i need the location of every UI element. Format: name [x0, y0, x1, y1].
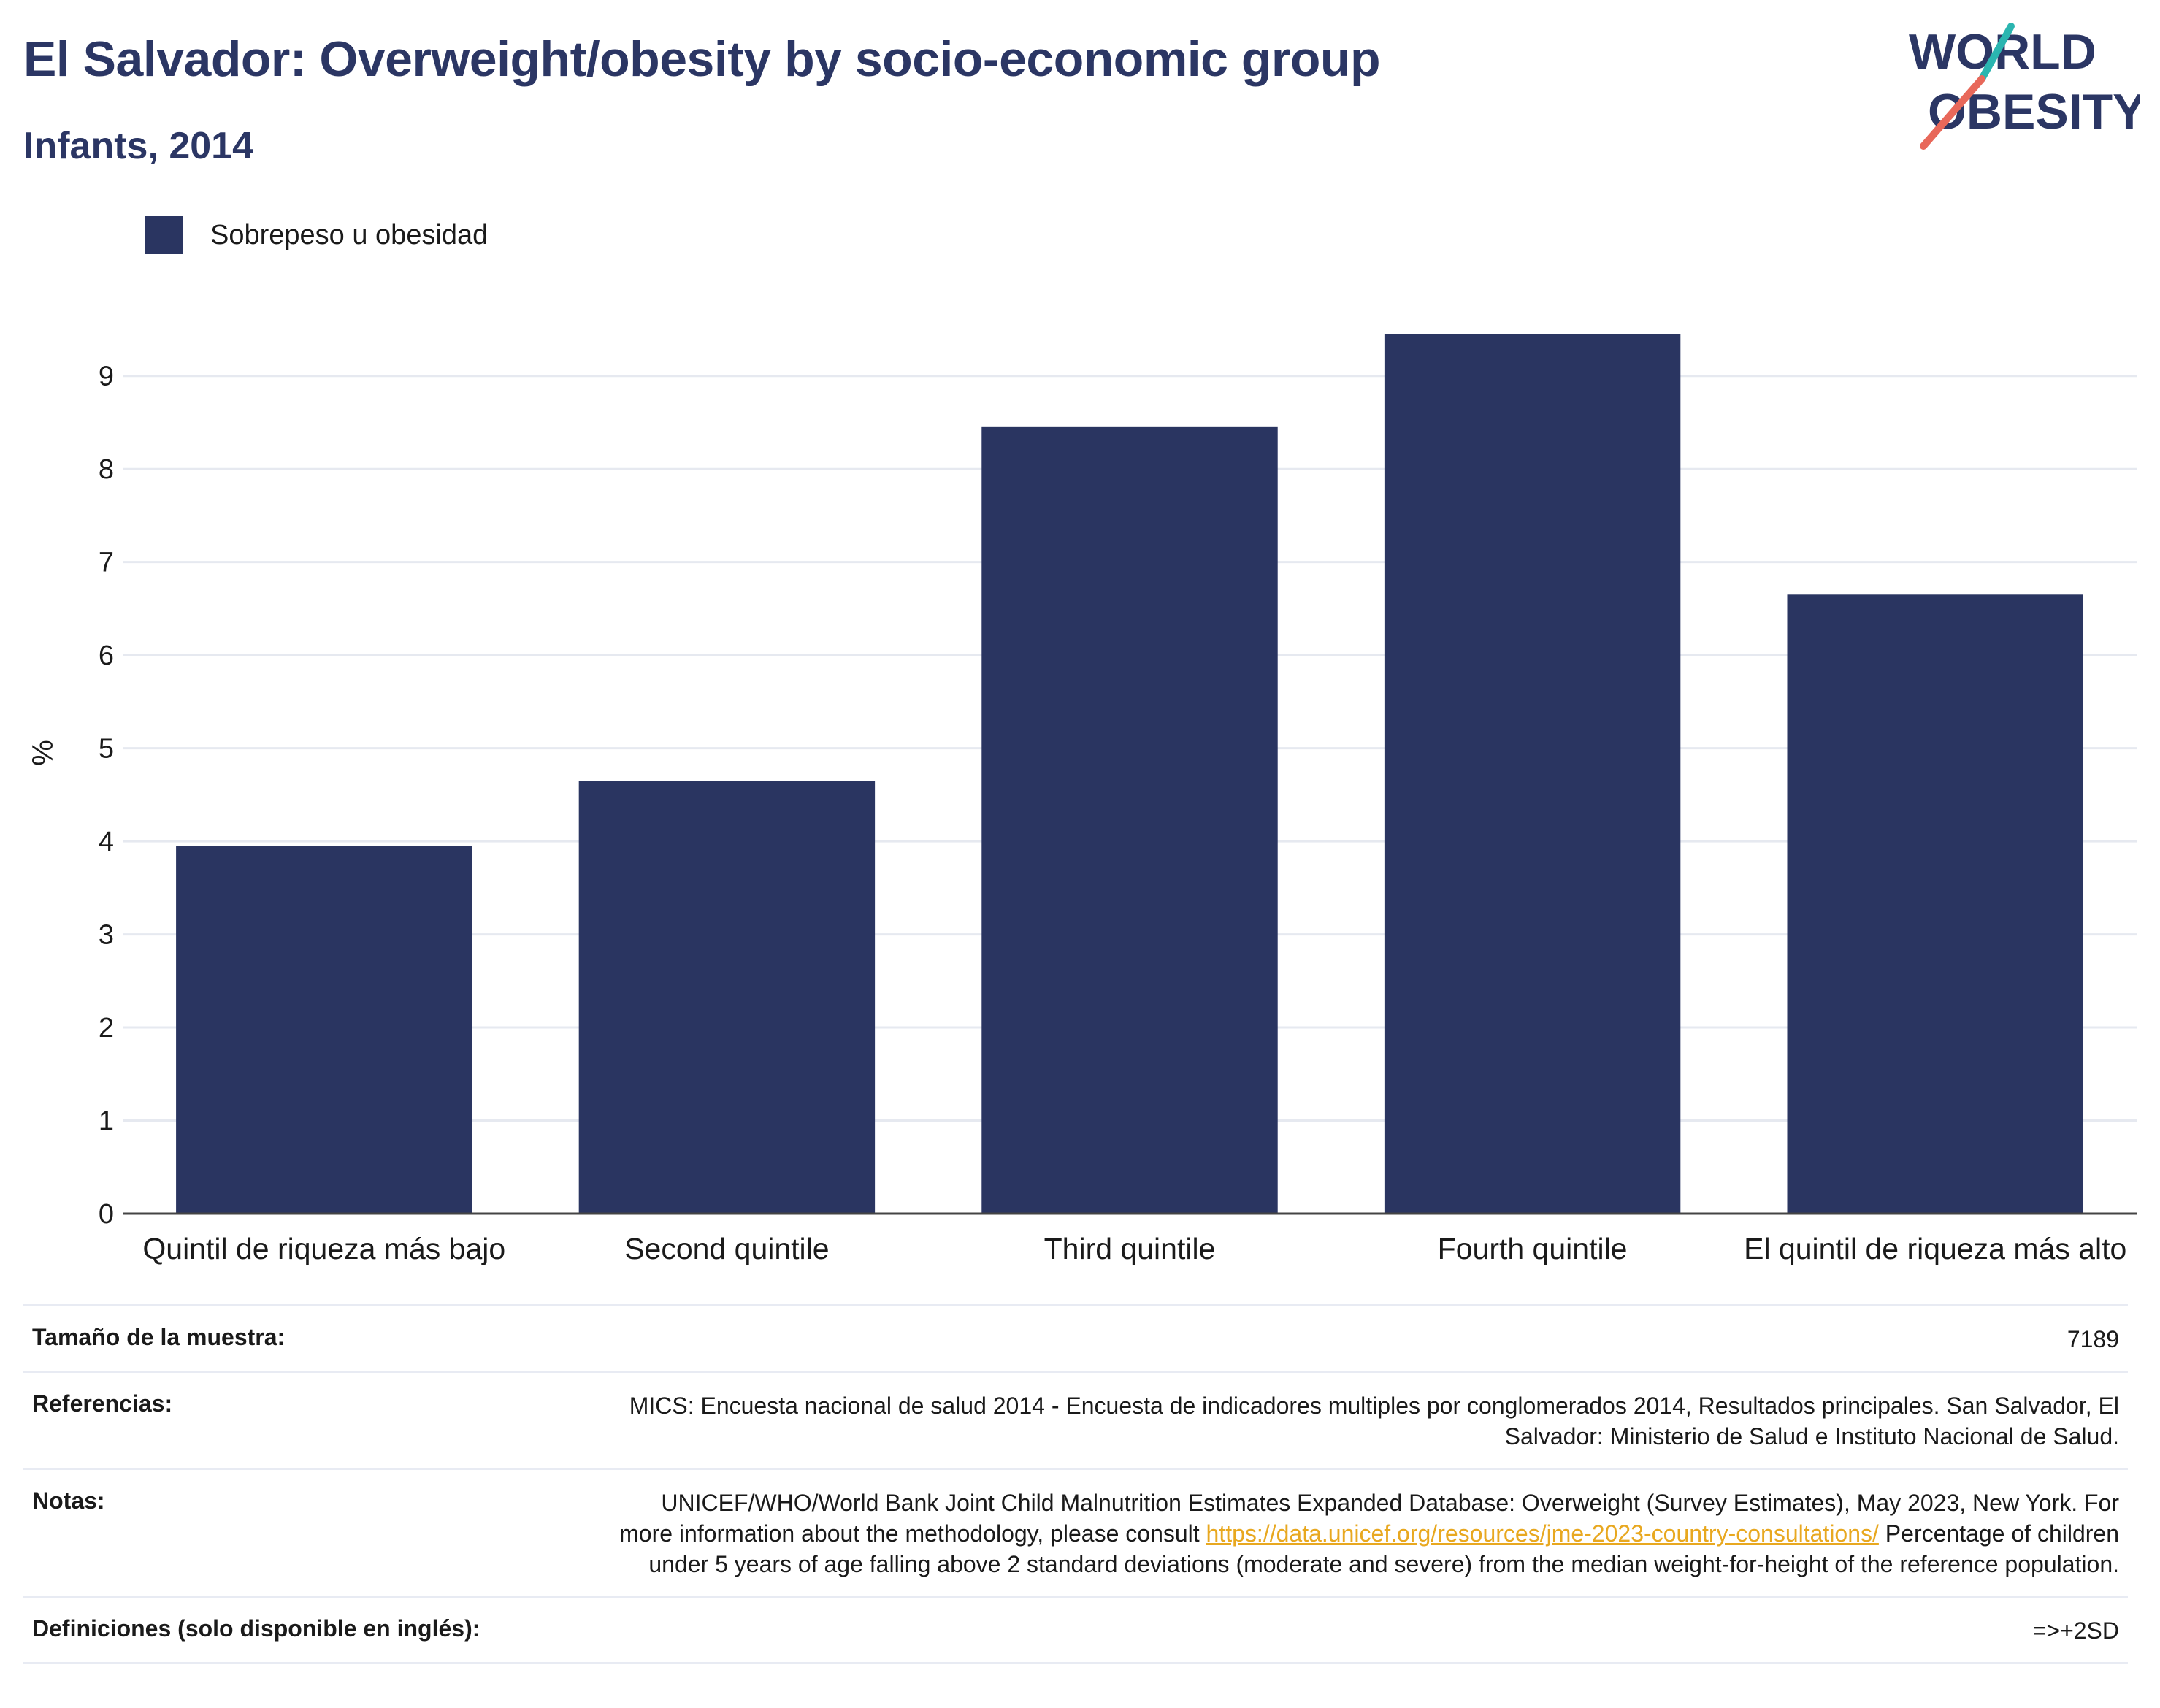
x-tick-label: Quintil de riqueza más bajo: [142, 1232, 505, 1265]
logo-line-2: OBESITY: [1928, 84, 2140, 139]
y-tick-label: 7: [99, 548, 114, 578]
y-tick-label: 0: [99, 1199, 114, 1230]
definitions-row: Definiciones (solo disponible en inglés)…: [23, 1596, 2128, 1664]
references-row: Referencias: MICS: Encuesta nacional de …: [23, 1371, 2128, 1468]
notes-value: UNICEF/WHO/World Bank Joint Child Malnut…: [615, 1487, 2119, 1579]
references-label: Referencias:: [32, 1390, 173, 1417]
y-axis-title: %: [27, 740, 59, 766]
y-tick-label: 4: [99, 827, 114, 857]
notes-text-2: Percentage of children under 5 years of …: [648, 1520, 2119, 1577]
definitions-label: Definiciones (solo disponible en inglés)…: [32, 1615, 480, 1642]
chart-title: El Salvador: Overweight/obesity by socio…: [23, 31, 1381, 87]
chart-subtitle: Infants, 2014: [23, 125, 254, 167]
x-tick-label: Third quintile: [1044, 1232, 1216, 1265]
world-obesity-logo: WORLD OBESITY: [1909, 23, 2140, 150]
x-tick-label: El quintil de riqueza más alto: [1744, 1232, 2126, 1265]
axis-layer: 0 1 2 3 4 5 6 7 8 9 Quintil de riqueza más bajo Sec…: [27, 361, 2137, 1265]
bar: [1384, 334, 1681, 1214]
y-tick-label: 5: [99, 734, 114, 765]
notes-row: Notas: UNICEF/WHO/World Bank Joint Child…: [23, 1468, 2128, 1596]
y-tick-label: 3: [99, 920, 114, 951]
bar: [176, 846, 472, 1214]
sample-size-label: Tamaño de la muestra:: [32, 1324, 286, 1350]
logo-line-1: WORLD: [1909, 24, 2096, 80]
methodology-link[interactable]: https://data.unicef.org/resources/jme-20…: [1206, 1520, 1879, 1547]
bar-chart: 0 1 2 3 4 5 6 7 8 9 Quintil de riqueza más bajo Sec…: [27, 334, 2137, 1265]
info-table: Tamaño de la muestra: 7189 Referencias: …: [23, 1304, 2128, 1664]
y-tick-label: 8: [99, 454, 114, 485]
legend: Sobrepeso u obesidad: [145, 216, 488, 254]
bar-layer: [176, 334, 2083, 1214]
legend-label: Sobrepeso u obesidad: [210, 219, 489, 250]
sample-size-row: Tamaño de la muestra: 7189: [23, 1304, 2128, 1371]
bar: [1787, 594, 2083, 1214]
y-tick-label: 2: [99, 1013, 114, 1043]
x-tick-label: Second quintile: [624, 1232, 829, 1265]
references-value: MICS: Encuesta nacional de salud 2014 - …: [629, 1393, 2119, 1449]
definitions-value: =>+2SD: [2032, 1617, 2119, 1644]
bar: [981, 426, 1278, 1214]
notes-text-1: UNICEF/WHO/World Bank Joint Child Malnut…: [619, 1490, 2119, 1547]
notes-label: Notas:: [32, 1487, 105, 1514]
legend-swatch: [145, 216, 183, 254]
y-tick-label: 9: [99, 361, 114, 392]
y-tick-label: 1: [99, 1106, 114, 1137]
logo-slash-coral: [1920, 75, 1985, 150]
logo-slash-teal: [1978, 23, 2015, 83]
x-tick-label: Fourth quintile: [1438, 1232, 1628, 1265]
y-tick-label: 6: [99, 640, 114, 671]
sample-size-value: 7189: [2067, 1326, 2119, 1352]
bar: [578, 781, 876, 1214]
